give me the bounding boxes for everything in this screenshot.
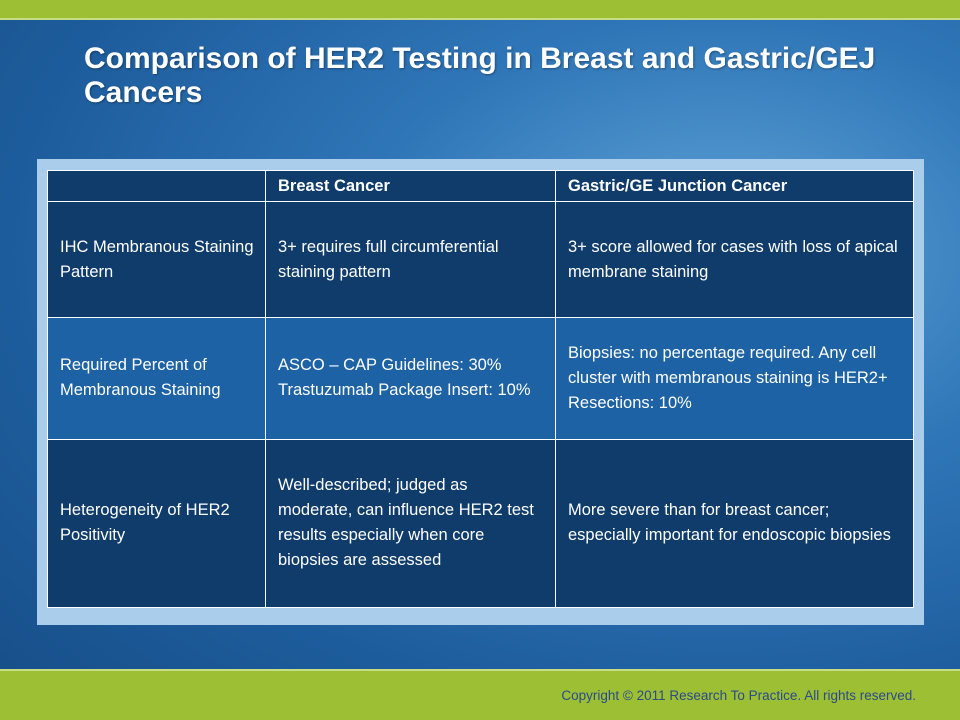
table-header-row: Breast Cancer Gastric/GE Junction Cancer xyxy=(47,169,914,203)
row-label-percent: Required Percent of Membranous Staining xyxy=(47,317,266,440)
bottom-accent-bar xyxy=(0,671,960,720)
breast-cell-percent: ASCO – CAP Guidelines: 30% Trastuzumab P… xyxy=(265,317,556,440)
row-label-ihc: IHC Membranous Staining Pattern xyxy=(47,201,266,318)
breast-percent-line: Trastuzumab Package Insert: 10% xyxy=(278,381,531,400)
gastric-percent-line: Resections: 10% xyxy=(568,393,692,412)
comparison-table: Breast Cancer Gastric/GE Junction Cancer… xyxy=(47,169,914,609)
top-accent-line xyxy=(0,18,960,20)
copyright-notice: Copyright © 2011 Research To Practice. A… xyxy=(561,688,916,703)
table-row: IHC Membranous Staining Pattern 3+ requi… xyxy=(47,201,914,318)
top-accent-bar xyxy=(0,0,960,18)
gastric-percent-line: Biopsies: no percentage required. Any ce… xyxy=(568,343,888,387)
header-cell-breast: Breast Cancer xyxy=(265,169,556,203)
header-cell-gastric: Gastric/GE Junction Cancer xyxy=(555,169,914,203)
gastric-cell-ihc: 3+ score allowed for cases with loss of … xyxy=(555,201,914,318)
row-label-heterogeneity: Heterogeneity of HER2 Positivity xyxy=(47,438,266,609)
breast-cell-ihc: 3+ requires full circumferential stainin… xyxy=(265,201,556,318)
slide-title: Comparison of HER2 Testing in Breast and… xyxy=(84,42,876,109)
gastric-cell-heterogeneity: More severe than for breast cancer; espe… xyxy=(555,438,914,609)
header-cell-empty xyxy=(47,169,266,203)
bottom-accent-line xyxy=(0,669,960,671)
table-row: Required Percent of Membranous Staining … xyxy=(47,317,914,440)
table-row: Heterogeneity of HER2 Positivity Well-de… xyxy=(47,438,914,609)
breast-cell-heterogeneity: Well-described; judged as moderate, can … xyxy=(265,438,556,609)
breast-percent-line: ASCO – CAP Guidelines: 30% xyxy=(278,356,502,375)
gastric-cell-percent: Biopsies: no percentage required. Any ce… xyxy=(555,317,914,440)
